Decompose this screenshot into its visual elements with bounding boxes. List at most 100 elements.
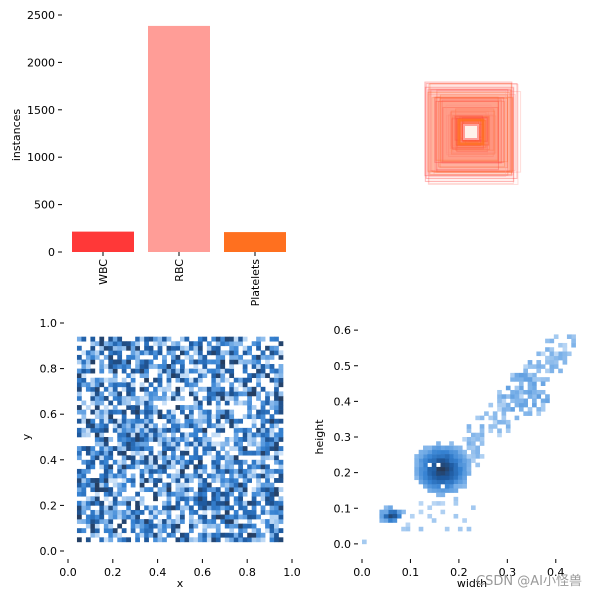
xy-cell (171, 359, 176, 365)
xy-cell (206, 409, 212, 415)
xy-cell (157, 341, 163, 347)
wh-cell (536, 368, 542, 374)
xy-cell (126, 509, 132, 515)
xy-cell (135, 432, 140, 438)
xy-cell (215, 391, 221, 397)
xy-cell (112, 364, 118, 369)
xy-cell (233, 427, 239, 433)
xy-cell (256, 537, 261, 543)
wh-cell (418, 479, 424, 485)
xy-x-tick-label: 0.8 (238, 566, 256, 579)
xy-cell (117, 509, 123, 515)
xy-cell (206, 505, 212, 511)
xy-cell (148, 409, 154, 415)
wh-cell (383, 518, 389, 523)
xy-cell (139, 382, 145, 388)
xy-cell (274, 455, 279, 461)
xy-cell (193, 368, 199, 374)
xy-cell (184, 382, 190, 388)
xy-cell (103, 509, 109, 515)
wh-cell (453, 475, 459, 481)
xy-cell (153, 532, 158, 538)
xy-cell (90, 336, 96, 342)
label-box (450, 110, 496, 155)
xy-cell (130, 350, 136, 356)
wh-cell (388, 509, 393, 515)
xy-cell (233, 496, 239, 502)
wh-cell (553, 360, 559, 365)
xy-cell (238, 336, 244, 342)
xy-cell (215, 523, 221, 529)
xy-cell (224, 487, 230, 493)
xy-cell (197, 386, 203, 392)
xy-cell (171, 437, 176, 442)
wh-cell (418, 462, 424, 468)
wh-cell (453, 462, 459, 468)
xy-cell (188, 514, 194, 520)
xy-cell (94, 423, 100, 429)
label-box (441, 99, 502, 164)
wh-cell (436, 471, 441, 476)
wh-cell (471, 458, 476, 463)
xy-cell (121, 345, 127, 351)
xy-cell (180, 409, 185, 415)
wh-cell (440, 501, 446, 506)
xy-cell (76, 478, 82, 483)
wh-cell (388, 518, 393, 523)
wh-cell (501, 411, 507, 416)
xy-cell (274, 386, 279, 392)
xy-cell (139, 459, 145, 465)
xy-cell (184, 450, 190, 456)
xy-cell (206, 350, 212, 356)
xy-cell (99, 487, 105, 493)
xy-cell (85, 423, 91, 429)
xy-cell (171, 519, 176, 524)
xy-cell (211, 432, 217, 438)
wh-y-tick-label: 0.5 (334, 360, 352, 373)
xy-cell (247, 345, 252, 351)
xy-cell (162, 459, 167, 465)
xy-cell (94, 427, 100, 433)
xy-cell (180, 537, 185, 543)
xy-cell (247, 427, 252, 433)
xy-cell (117, 437, 123, 442)
xy-cell (175, 441, 181, 447)
xy-cell (242, 359, 248, 365)
wh-cell (414, 475, 419, 481)
xy-cell (274, 391, 279, 397)
xy-cell (184, 432, 190, 438)
xy-cell (76, 418, 82, 424)
xy-cell (157, 432, 163, 438)
wh-cell (431, 518, 437, 523)
wh-cell (549, 368, 555, 374)
xy-cell (103, 423, 109, 429)
xy-cell (90, 418, 96, 424)
xy-cell (153, 391, 158, 397)
xy-cell (215, 450, 221, 456)
xy-cell (90, 532, 96, 538)
xy-cell (94, 432, 100, 438)
xy-cell (108, 336, 114, 342)
xy-cell (162, 487, 167, 493)
wh-cell (553, 334, 559, 339)
wh-cell (479, 454, 485, 459)
xy-cell (144, 427, 149, 433)
xy-cell (117, 537, 123, 543)
xy-cell (81, 382, 87, 388)
xy-cell (211, 386, 217, 392)
xy-cell (229, 468, 235, 474)
xy-cell (180, 473, 185, 479)
xy-cell (202, 395, 208, 401)
xy-cell (81, 350, 87, 356)
xy-cell (112, 350, 118, 356)
wh-cell (444, 471, 450, 476)
xy-cell (175, 459, 181, 465)
xy-cell (256, 359, 261, 365)
wh-cell (492, 419, 498, 425)
xy-cell (184, 437, 190, 442)
xy-cell (220, 496, 226, 502)
xy-cell (184, 473, 190, 479)
label-box (449, 112, 487, 150)
xy-cell (193, 519, 199, 524)
xy-cell (162, 437, 167, 442)
